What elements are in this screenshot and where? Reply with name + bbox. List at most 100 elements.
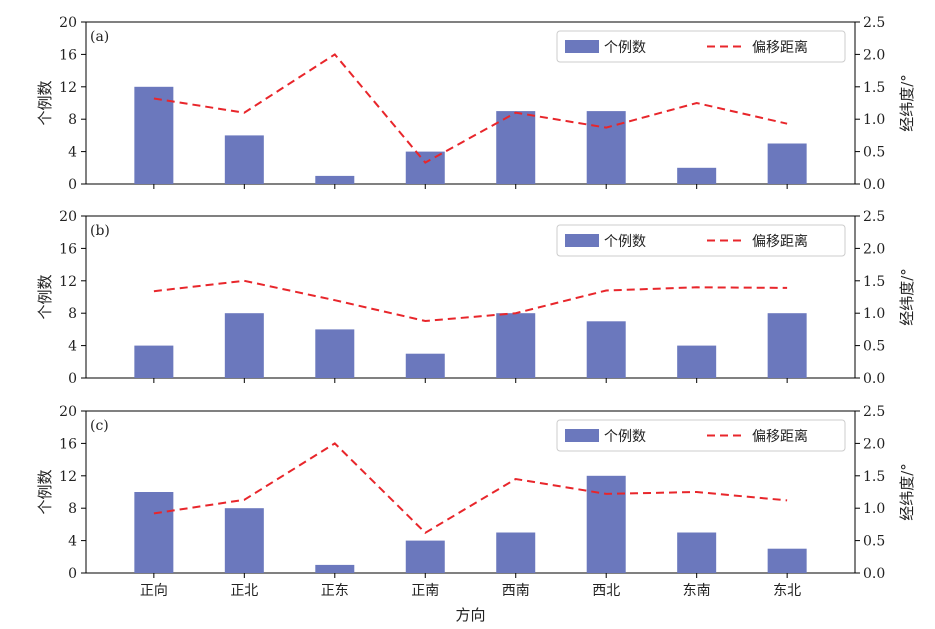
- bar-正南: [405, 540, 445, 573]
- left-tick-label: 8: [68, 112, 77, 128]
- legend-bar-swatch: [565, 40, 599, 53]
- left-axis-label: 个例数: [36, 469, 54, 514]
- panel-label: (a): [90, 29, 109, 45]
- legend-box: [556, 30, 846, 63]
- legend-bar-swatch: [565, 429, 599, 442]
- legend-bar-label: 个例数: [604, 40, 646, 56]
- panel-label: (b): [90, 223, 110, 239]
- x-tick-label: 东南: [683, 583, 711, 599]
- bar-正南: [405, 353, 445, 378]
- legend-line-label: 偏移距离: [752, 428, 808, 445]
- legend: 个例数 偏移距离: [556, 224, 846, 257]
- bar-正东: [315, 175, 355, 184]
- right-tick-label: 0.0: [863, 566, 885, 582]
- right-tick-label: 1.5: [863, 274, 885, 290]
- axes-frame: [85, 215, 856, 379]
- right-tick-label: 1.0: [863, 112, 885, 128]
- bar-东北: [767, 313, 807, 378]
- left-tick-label: 12: [59, 469, 77, 485]
- x-axis-label: 方向: [455, 606, 485, 624]
- right-tick-label: 1.5: [863, 80, 885, 96]
- left-tick-label: 20: [59, 209, 77, 225]
- right-tick-label: 2.5: [863, 209, 885, 225]
- legend-bar-swatch: [565, 234, 599, 247]
- offset-distance-line: [153, 279, 788, 323]
- left-tick-label: 4: [68, 339, 77, 355]
- bar-正东: [315, 564, 355, 573]
- left-tick-label: 4: [68, 145, 77, 161]
- right-tick-label: 0.5: [863, 534, 885, 550]
- bar-正北: [224, 313, 264, 378]
- legend-bar-label: 个例数: [604, 429, 646, 445]
- axes-frame: [85, 21, 856, 185]
- left-axis-label: 个例数: [36, 274, 54, 319]
- left-tick-label: 0: [68, 177, 77, 193]
- axes-frame: [85, 410, 856, 574]
- x-tick-label: 正东: [321, 583, 349, 599]
- right-tick-label: 0.0: [863, 371, 885, 387]
- bar-正向: [134, 86, 174, 184]
- bar-西南: [496, 532, 536, 573]
- bar-正南: [405, 151, 445, 184]
- left-tick-label: 20: [59, 404, 77, 420]
- right-tick-label: 1.5: [863, 469, 885, 485]
- offset-distance-line: [153, 53, 788, 164]
- bar-东南: [677, 167, 717, 184]
- legend: 个例数 偏移距离: [556, 30, 846, 63]
- bar-东北: [767, 548, 807, 573]
- bar-西南: [496, 313, 536, 378]
- left-tick-label: 12: [59, 274, 77, 290]
- bar-正北: [224, 508, 264, 573]
- legend-box: [556, 224, 846, 257]
- left-tick-label: 16: [59, 47, 77, 63]
- left-tick-label: 16: [59, 241, 77, 257]
- bar-西北: [586, 111, 626, 184]
- bar-东北: [767, 143, 807, 184]
- right-tick-label: 0.5: [863, 339, 885, 355]
- x-tick-label: 正南: [411, 583, 439, 599]
- legend: 个例数 偏移距离: [556, 419, 846, 452]
- panel-label: (c): [90, 418, 109, 434]
- right-tick-label: 0.0: [863, 177, 885, 193]
- bar-西北: [586, 321, 626, 378]
- bar-东南: [677, 532, 717, 573]
- right-tick-label: 2.5: [863, 404, 885, 420]
- legend-box: [556, 419, 846, 452]
- bar-东南: [677, 345, 717, 378]
- left-tick-label: 8: [68, 306, 77, 322]
- legend-bar-label: 个例数: [604, 234, 646, 250]
- left-tick-label: 12: [59, 80, 77, 96]
- right-tick-label: 0.5: [863, 145, 885, 161]
- x-tick-label: 东北: [773, 583, 801, 599]
- x-tick-label: 正北: [230, 583, 258, 599]
- left-tick-label: 16: [59, 436, 77, 452]
- right-axis-label: 经纬度/°: [898, 74, 916, 132]
- legend-line-label: 偏移距离: [752, 39, 808, 56]
- right-tick-label: 1.0: [863, 501, 885, 517]
- left-tick-label: 20: [59, 15, 77, 31]
- right-tick-label: 2.0: [863, 241, 885, 257]
- bar-西南: [496, 111, 536, 184]
- right-tick-label: 2.5: [863, 15, 885, 31]
- bar-正东: [315, 329, 355, 378]
- bar-西北: [586, 475, 626, 573]
- legend-line-label: 偏移距离: [752, 233, 808, 250]
- right-axis-label: 经纬度/°: [898, 463, 916, 521]
- x-tick-label: 西北: [592, 583, 620, 599]
- left-tick-label: 8: [68, 501, 77, 517]
- offset-distance-line: [153, 442, 788, 535]
- bar-正北: [224, 135, 264, 184]
- left-axis-label: 个例数: [36, 80, 54, 125]
- right-tick-label: 2.0: [863, 436, 885, 452]
- bar-正向: [134, 492, 174, 573]
- x-tick-label: 西南: [502, 583, 530, 599]
- x-tick-label: 正向: [140, 583, 168, 599]
- left-tick-label: 4: [68, 534, 77, 550]
- bar-正向: [134, 345, 174, 378]
- left-tick-label: 0: [68, 371, 77, 387]
- right-tick-label: 2.0: [863, 47, 885, 63]
